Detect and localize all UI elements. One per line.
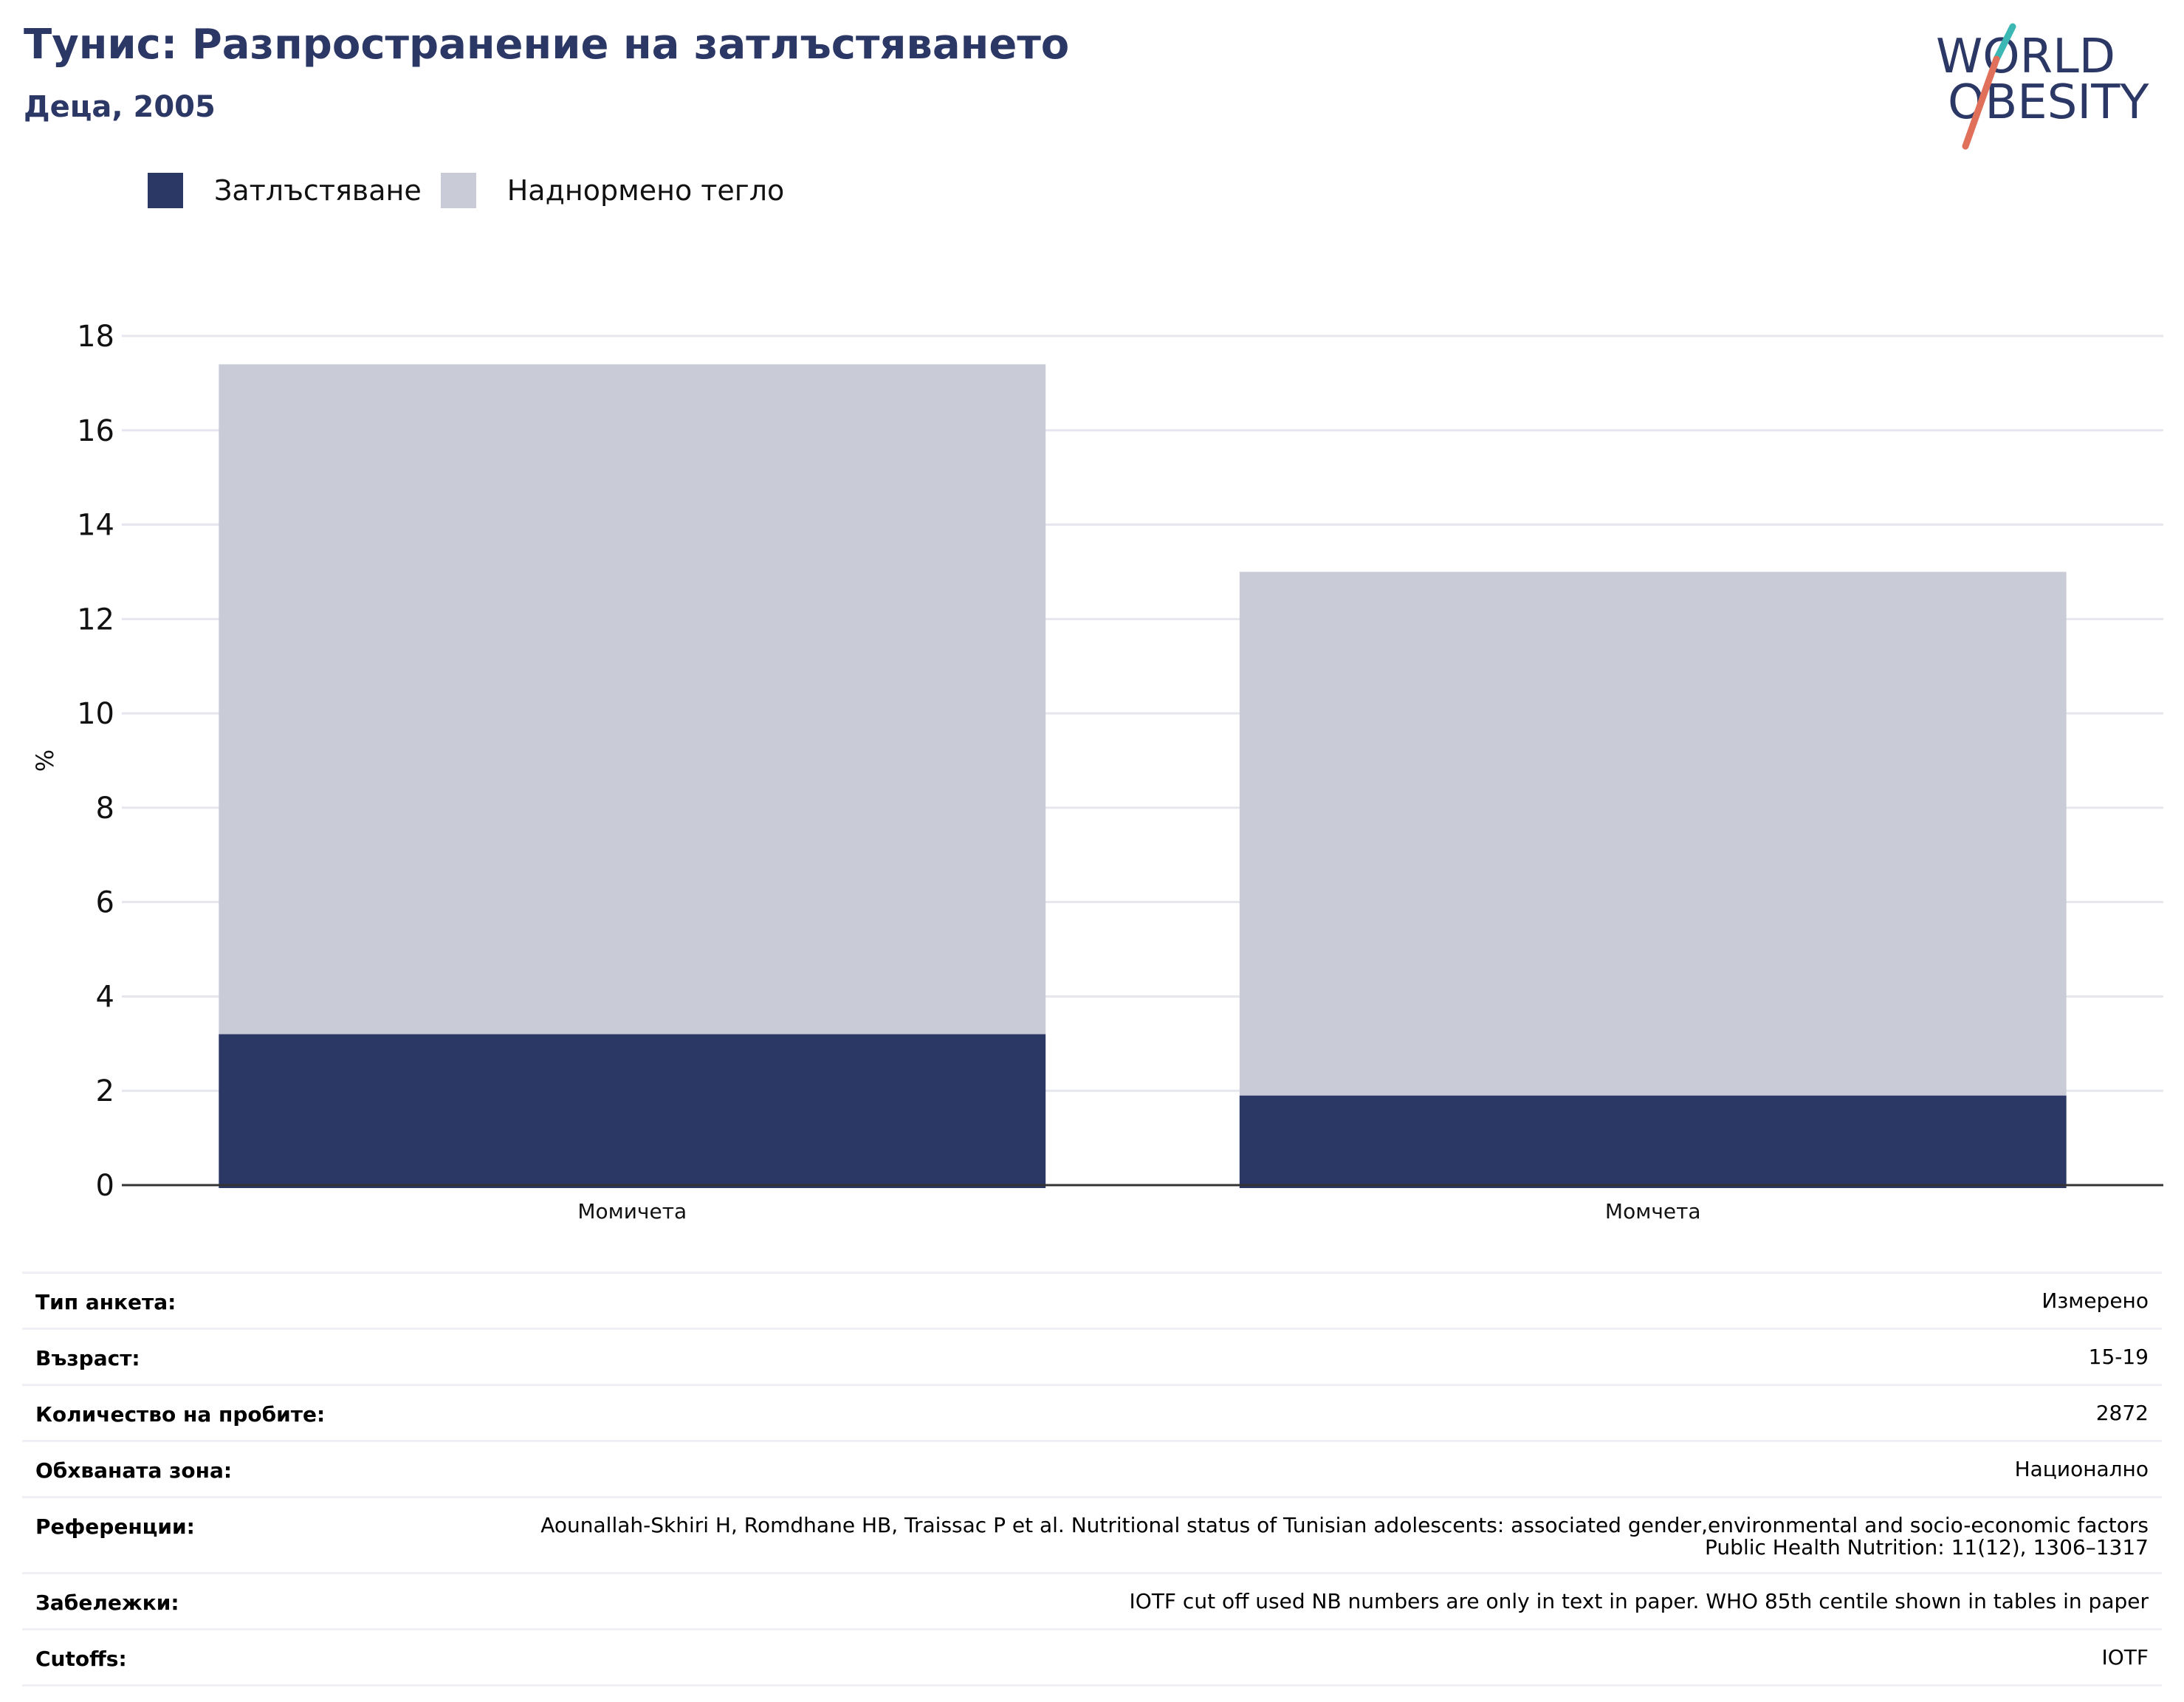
bar-obesity-1 — [1239, 1095, 2067, 1188]
stacked-bar-chart: 0 2 4 6 8 10 12 14 16 18% Момичета Момчета — [31, 320, 2163, 1224]
y-tick-label: 10 — [77, 697, 114, 731]
info-value: IOTF cut off used NB numbers are only in… — [1129, 1589, 2149, 1613]
info-label: Референции: — [35, 1514, 195, 1539]
legend-item-obesity[interactable]: Затлъстяване — [148, 173, 422, 208]
logo-slash-coral — [1962, 55, 2000, 150]
y-tick-label: 18 — [77, 320, 114, 354]
y-tick-label: 6 — [96, 886, 114, 920]
world-obesity-logo: WORLD OBESITY — [1936, 23, 2149, 150]
info-row: Cutoffs: IOTF — [22, 1630, 2162, 1686]
info-value: Измерено — [2042, 1288, 2149, 1313]
info-label: Възраст: — [35, 1346, 140, 1370]
legend-swatch-obesity — [148, 173, 183, 208]
info-label: Обхваната зона: — [35, 1458, 233, 1483]
info-label: Тип анкета: — [35, 1290, 176, 1314]
info-label: Забележки: — [35, 1591, 179, 1615]
y-tick-label: 12 — [77, 603, 114, 636]
chart-subtitle: Деца, 2005 — [24, 90, 216, 124]
x-tick-label: Момичета — [577, 1199, 687, 1224]
y-tick-label: 14 — [77, 509, 114, 543]
y-axis-label: % — [31, 749, 59, 772]
info-value: IOTF — [2101, 1645, 2149, 1670]
info-row: Забележки: IOTF cut off used NB numbers … — [22, 1574, 2162, 1630]
info-row: Референции: Aounallah-Skhiri H, Romdhane… — [22, 1498, 2162, 1574]
bar-obesity-0 — [219, 1034, 1046, 1188]
info-value: Национално — [2014, 1457, 2149, 1481]
y-tick-label: 8 — [96, 792, 114, 826]
info-row: Обхваната зона: Национално — [22, 1442, 2162, 1498]
info-row: Количество на пробите: 2872 — [22, 1386, 2162, 1442]
chart-title: Тунис: Разпространение на затлъстяването — [24, 21, 1070, 69]
logo-line1: WORLD — [1936, 30, 2115, 84]
y-tick-label: 0 — [96, 1169, 114, 1203]
logo-slash-teal — [1993, 23, 2016, 63]
legend-swatch-overweight — [440, 173, 476, 208]
info-value: 15-19 — [2088, 1345, 2149, 1369]
info-row: Възраст: 15-19 — [22, 1330, 2162, 1386]
info-row: Тип анкета: Измерено — [22, 1274, 2162, 1330]
chart-legend: Затлъстяване Наднормено тегло — [148, 171, 803, 210]
x-tick-label: Момчета — [1605, 1199, 1701, 1224]
legend-item-overweight[interactable]: Наднормено тегло — [440, 173, 785, 208]
info-label: Cutoffs: — [35, 1647, 127, 1671]
info-value: Aounallah-Skhiri H, Romdhane HB, Traissa… — [540, 1513, 2149, 1559]
survey-info-table: Тип анкета: Измерено Възраст: 15-19 Коли… — [22, 1272, 2162, 1686]
y-tick-label: 16 — [77, 414, 114, 448]
y-tick-label: 2 — [96, 1074, 114, 1108]
info-value: 2872 — [2095, 1401, 2149, 1425]
info-label: Количество на пробите: — [35, 1402, 326, 1427]
legend-label-overweight: Наднормено тегло — [506, 174, 785, 207]
y-tick-label: 4 — [96, 980, 114, 1014]
legend-label-obesity: Затлъстяване — [214, 174, 422, 207]
bar-overweight-1 — [1239, 572, 2067, 1096]
bar-overweight-0 — [219, 364, 1046, 1034]
